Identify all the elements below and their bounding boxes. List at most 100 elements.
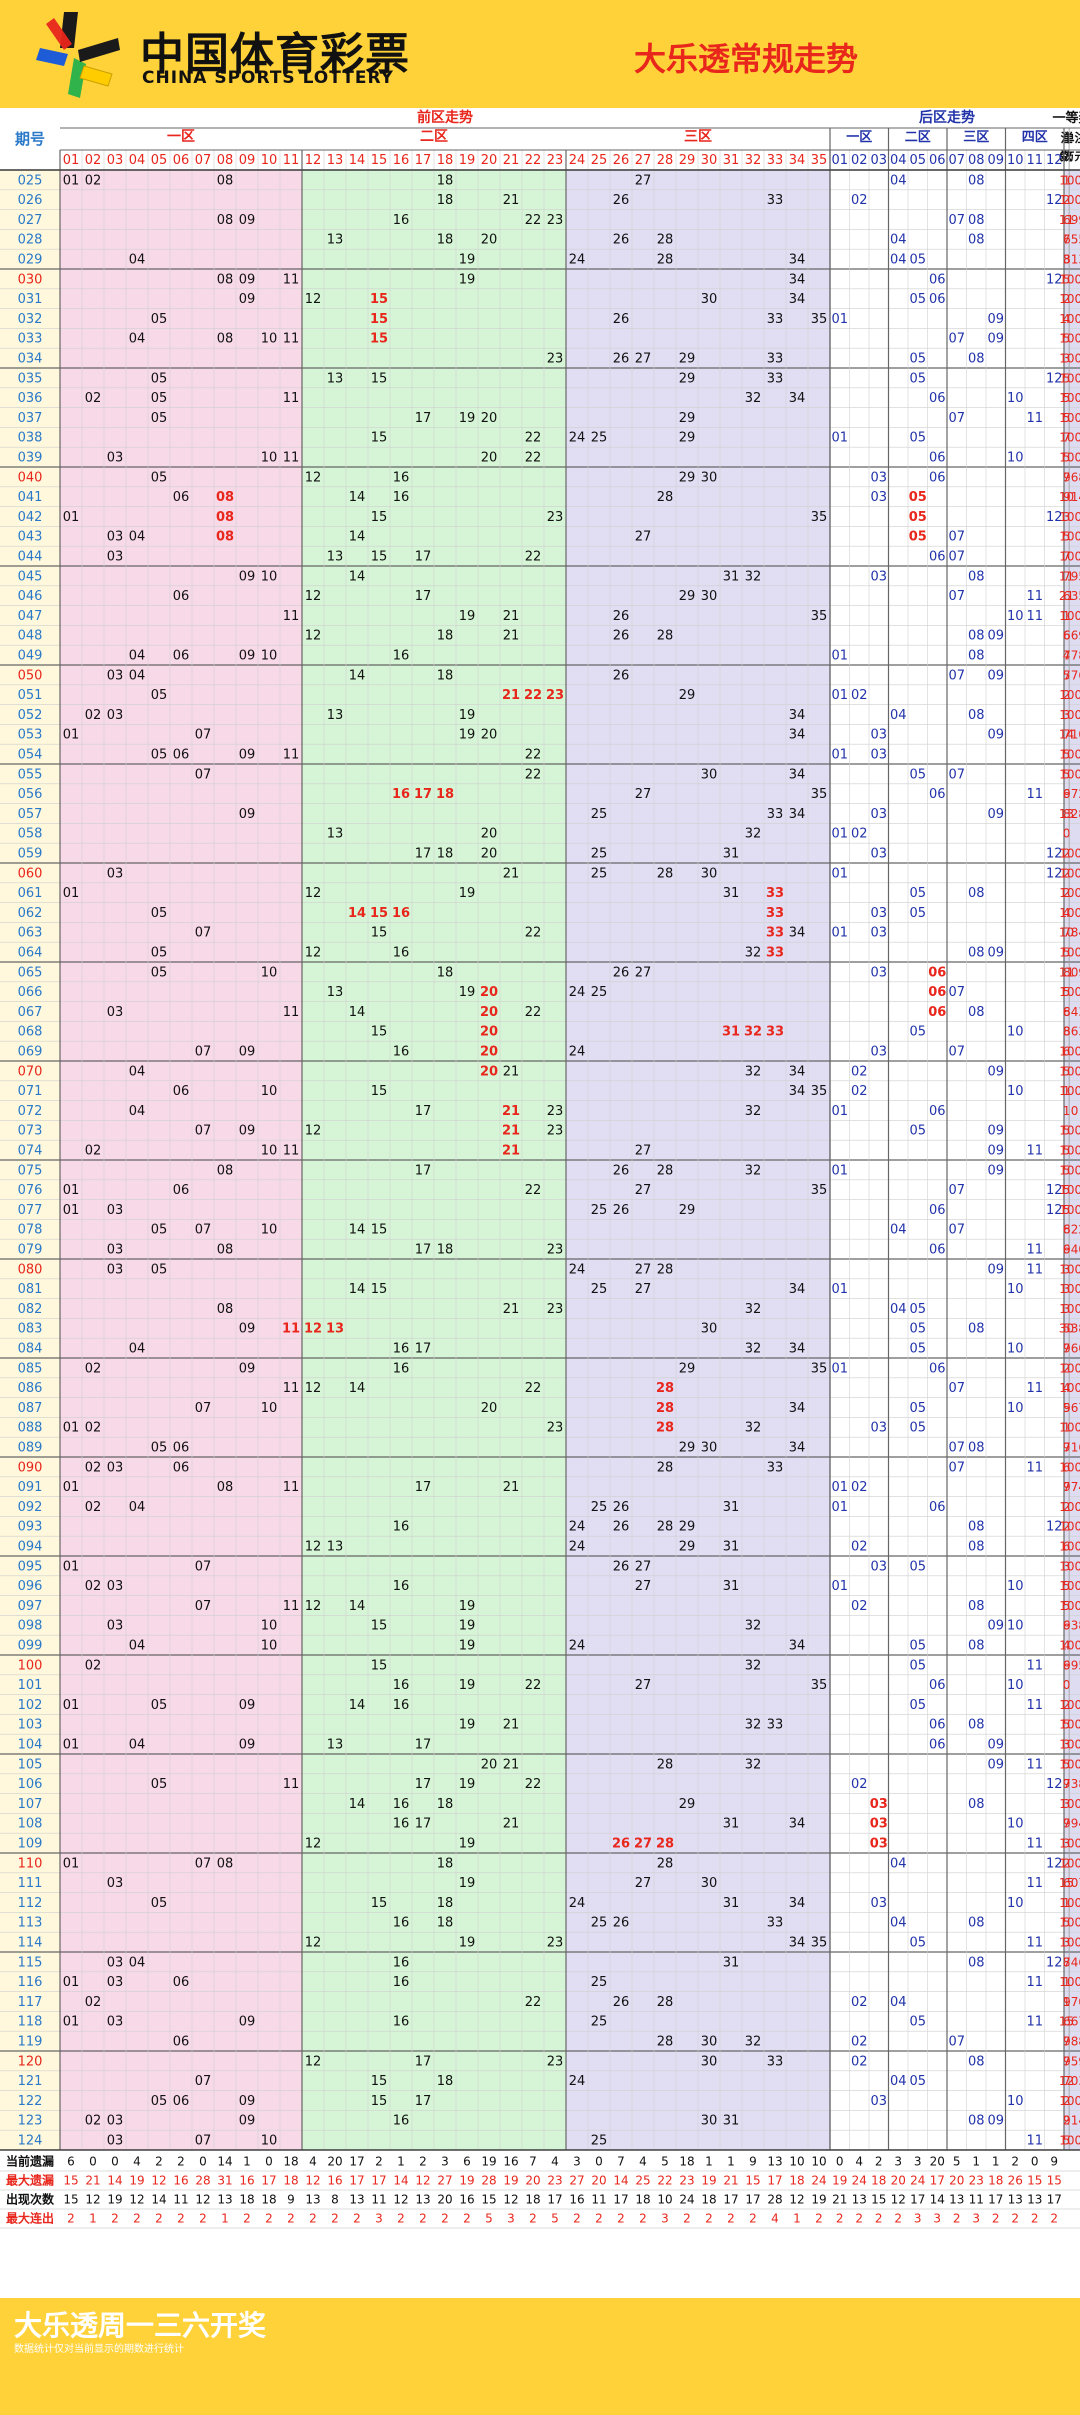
front-ball: 03 bbox=[107, 549, 124, 564]
front-ball: 20 bbox=[480, 1025, 498, 1040]
stats-value: 0 bbox=[836, 2155, 844, 2169]
front-ball: 32 bbox=[745, 945, 762, 960]
back-ball: 12 bbox=[1046, 272, 1063, 287]
front-ball: 20 bbox=[481, 1401, 498, 1416]
back-ball: 08 bbox=[968, 1718, 985, 1733]
front-number-header: 26 bbox=[613, 153, 630, 168]
stats-value: 0 bbox=[199, 2155, 207, 2169]
stats-value: 26 bbox=[1008, 2174, 1023, 2188]
front-ball: 16 bbox=[393, 2114, 410, 2129]
prize-count: 3 bbox=[1063, 252, 1071, 266]
front-ball: 03 bbox=[107, 2133, 124, 2148]
back-ball: 08 bbox=[968, 1797, 985, 1812]
footer-note: 数据统计仅对当前显示的期数进行统计 bbox=[14, 2344, 184, 2355]
issue-number: 093 bbox=[18, 1520, 43, 1535]
back-ball: 05 bbox=[909, 1638, 926, 1653]
issue-number: 028 bbox=[18, 233, 43, 248]
front-ball: 05 bbox=[151, 411, 168, 426]
front-number-header: 28 bbox=[657, 153, 674, 168]
front-number-header: 15 bbox=[371, 153, 388, 168]
front-ball: 06 bbox=[173, 589, 190, 604]
back-ball: 08 bbox=[968, 1539, 985, 1554]
stats-value: 12 bbox=[151, 2174, 166, 2188]
front-ball: 29 bbox=[679, 1539, 696, 1554]
stats-value: 19 bbox=[811, 2193, 826, 2207]
stats-value: 2 bbox=[265, 2212, 273, 2226]
issue-number: 112 bbox=[18, 1896, 43, 1911]
front-ball: 08 bbox=[217, 1163, 234, 1178]
back-ball: 12 bbox=[1046, 1777, 1063, 1792]
prize-count: 5 bbox=[1063, 1401, 1071, 1415]
front-ball: 34 bbox=[789, 1401, 806, 1416]
front-ball: 03 bbox=[107, 708, 124, 723]
front-ball: 19 bbox=[459, 1777, 476, 1792]
front-ball: 25 bbox=[591, 2015, 608, 2030]
front-ball: 09 bbox=[239, 1737, 256, 1752]
back-ball: 02 bbox=[851, 193, 868, 208]
front-ball: 17 bbox=[415, 1777, 432, 1792]
back-ball: 08 bbox=[968, 2114, 985, 2129]
stats-value: 17 bbox=[745, 2193, 760, 2207]
prize-amount: 914 bbox=[1063, 2114, 1080, 2128]
back-ball: 07 bbox=[948, 767, 965, 782]
front-ball: 22 bbox=[525, 747, 542, 762]
front-ball: 03 bbox=[107, 1242, 124, 1257]
prize-count: 3 bbox=[1063, 1836, 1071, 1850]
front-ball: 06 bbox=[173, 1975, 190, 1990]
front-ball: 26 bbox=[613, 629, 630, 644]
stats-value: 14 bbox=[107, 2174, 122, 2188]
front-zone-label: 二区 bbox=[420, 129, 448, 145]
back-ball: 05 bbox=[909, 906, 926, 921]
back-ball: 03 bbox=[870, 1421, 887, 1436]
prize-amount: 607 bbox=[1063, 1876, 1080, 1890]
front-ball: 22 bbox=[525, 926, 542, 941]
back-ball: 05 bbox=[909, 351, 926, 366]
back-ball: 05 bbox=[909, 1935, 926, 1950]
issue-number: 124 bbox=[18, 2133, 43, 2148]
front-ball: 09 bbox=[239, 1361, 256, 1376]
front-ball: 11 bbox=[283, 1777, 300, 1792]
back-ball: 07 bbox=[948, 589, 965, 604]
front-ball: 01 bbox=[63, 1856, 80, 1871]
issue-number: 121 bbox=[18, 2074, 43, 2089]
back-ball: 08 bbox=[968, 1955, 985, 1970]
stats-value: 18 bbox=[988, 2174, 1003, 2188]
prize-count: 10 bbox=[1059, 926, 1074, 940]
stats-value: 17 bbox=[723, 2193, 738, 2207]
stats-value: 12 bbox=[305, 2174, 320, 2188]
stats-value: 2 bbox=[875, 2212, 883, 2226]
back-ball: 07 bbox=[948, 668, 965, 683]
back-ball: 12 bbox=[1046, 866, 1063, 881]
front-ball: 04 bbox=[129, 530, 146, 545]
front-ball: 10 bbox=[261, 569, 278, 584]
issue-number: 103 bbox=[18, 1718, 43, 1733]
front-number-header: 19 bbox=[459, 153, 476, 168]
front-ball: 27 bbox=[635, 530, 652, 545]
back-ball: 09 bbox=[987, 2114, 1004, 2129]
back-ball: 07 bbox=[948, 1223, 965, 1238]
issue-number: 062 bbox=[18, 906, 43, 921]
front-ball: 12 bbox=[305, 629, 322, 644]
front-ball: 34 bbox=[789, 391, 806, 406]
stats-value: 2 bbox=[815, 2212, 823, 2226]
stats-value: 11 bbox=[173, 2193, 188, 2207]
back-ball: 03 bbox=[870, 1817, 888, 1832]
front-ball: 25 bbox=[591, 1500, 608, 1515]
front-ball: 19 bbox=[459, 1619, 476, 1634]
back-number-header: 12 bbox=[1046, 153, 1063, 168]
issue-number: 051 bbox=[18, 688, 43, 703]
back-ball: 11 bbox=[1026, 1658, 1043, 1673]
front-ball: 31 bbox=[723, 1500, 740, 1515]
front-ball: 20 bbox=[480, 1044, 498, 1059]
front-ball: 34 bbox=[789, 1896, 806, 1911]
prize-count: 11 bbox=[1059, 965, 1074, 979]
front-ball: 34 bbox=[789, 1282, 806, 1297]
front-ball: 23 bbox=[547, 510, 564, 525]
back-ball: 06 bbox=[929, 549, 946, 564]
front-ball: 21 bbox=[503, 1480, 520, 1495]
front-ball: 29 bbox=[679, 1520, 696, 1535]
